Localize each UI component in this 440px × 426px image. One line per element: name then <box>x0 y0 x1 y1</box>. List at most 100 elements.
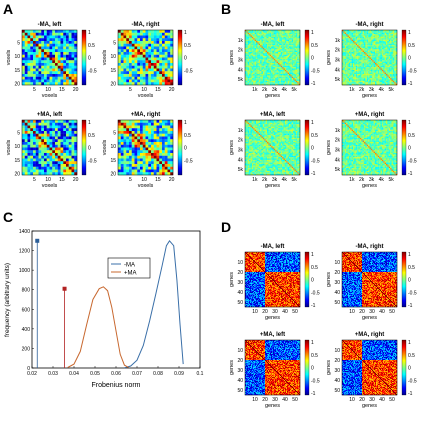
matrix-cell <box>251 72 254 75</box>
matrix-cell <box>394 58 396 61</box>
matrix-cell <box>49 147 53 151</box>
matrix-cell <box>159 120 163 123</box>
matrix-cell <box>269 67 272 69</box>
matrix-cell <box>245 49 247 51</box>
matrix-cell <box>27 65 31 69</box>
matrix-cell <box>142 38 146 42</box>
matrix-cell <box>250 64 253 66</box>
matrix-cell <box>368 35 370 38</box>
matrix-cell <box>137 155 141 159</box>
matrix-cell <box>361 53 363 55</box>
matrix-cell <box>22 120 25 123</box>
matrix-cell <box>298 71 301 73</box>
matrix-cell <box>159 158 163 162</box>
matrix-cell <box>361 46 363 49</box>
matrix-cell <box>290 79 292 82</box>
colorbar-tick-label: -0.5 <box>88 68 97 74</box>
matrix-cell <box>262 78 265 80</box>
matrix-cell <box>246 36 248 39</box>
matrix-cell <box>251 80 254 83</box>
matrix-cell <box>361 69 363 72</box>
matrix-cell <box>295 74 298 76</box>
matrix-cell <box>346 47 348 50</box>
matrix-cell <box>159 166 163 170</box>
matrix-cell <box>376 34 378 36</box>
matrix-cell <box>272 79 275 82</box>
matrix-cell <box>71 49 75 53</box>
matrix-cell <box>151 82 154 86</box>
matrix-cell <box>167 120 171 123</box>
matrix-cell <box>167 142 171 145</box>
matrix-cell <box>271 83 273 86</box>
matrix-cell <box>140 52 143 55</box>
matrix-cell <box>365 57 367 60</box>
matrix-cell <box>247 36 250 39</box>
matrix-cell <box>391 61 394 64</box>
matrix-cell <box>66 54 69 58</box>
matrix-cell <box>348 72 351 75</box>
matrix-cell <box>137 30 141 33</box>
matrix-cell <box>383 76 385 79</box>
matrix-cell <box>395 30 398 32</box>
matrix-cell <box>246 53 248 55</box>
matrix-cell <box>120 82 124 86</box>
matrix-cell <box>153 122 157 126</box>
matrix-cell <box>41 49 45 53</box>
matrix-cell <box>364 52 366 54</box>
matrix-cell <box>118 131 121 134</box>
matrix-cell <box>390 50 392 53</box>
matrix-cell <box>358 34 361 36</box>
matrix-cell <box>388 76 391 79</box>
matrix-cell <box>46 41 50 44</box>
matrix-cell <box>362 71 365 73</box>
matrix-cell <box>366 35 369 38</box>
matrix-cell <box>351 35 354 38</box>
matrix-cell <box>118 155 121 159</box>
matrix-cell <box>258 42 261 44</box>
matrix-cell <box>365 38 367 40</box>
y-tick-label: 5 <box>113 130 116 136</box>
y-tick-label: 3k <box>238 57 244 63</box>
matrix-cell <box>253 65 255 68</box>
matrix-cell <box>164 172 168 176</box>
matrix-cell <box>254 45 257 47</box>
matrix-cell <box>269 39 272 42</box>
matrix-cell <box>145 52 149 55</box>
matrix-cell <box>153 57 157 61</box>
matrix-cell <box>354 58 356 61</box>
matrix-cell <box>375 39 377 42</box>
matrix-cell <box>344 42 347 44</box>
matrix-cell <box>295 41 298 43</box>
matrix-cell <box>359 39 362 42</box>
matrix-cell <box>358 57 361 60</box>
matrix-cell <box>30 172 34 176</box>
matrix-cell <box>68 60 72 64</box>
matrix-cell <box>142 166 146 170</box>
matrix-cell <box>129 158 132 162</box>
matrix-cell <box>123 122 127 126</box>
matrix-cell <box>284 83 287 86</box>
matrix-cell <box>52 54 56 58</box>
matrix-cell <box>280 38 283 40</box>
matrix-cell <box>294 47 297 50</box>
matrix-cell <box>287 75 290 77</box>
matrix-cell <box>293 52 295 54</box>
matrix-cell <box>347 56 350 58</box>
matrix-cell <box>257 65 259 68</box>
matrix-cell <box>257 63 259 65</box>
matrix-cell <box>164 133 168 137</box>
matrix-cell <box>162 147 165 151</box>
matrix-cell <box>33 164 36 167</box>
matrix-cell <box>388 53 391 55</box>
matrix-cell <box>342 82 344 84</box>
matrix-cell <box>38 153 42 156</box>
matrix-cell <box>362 78 365 80</box>
matrix-cell <box>372 30 374 32</box>
matrix-cell <box>153 49 157 53</box>
matrix-cell <box>30 155 34 159</box>
matrix-cell <box>373 54 376 57</box>
matrix-cell <box>118 153 121 156</box>
matrix-cell <box>359 53 362 55</box>
matrix-cell <box>361 47 363 50</box>
matrix-cell <box>347 54 350 57</box>
